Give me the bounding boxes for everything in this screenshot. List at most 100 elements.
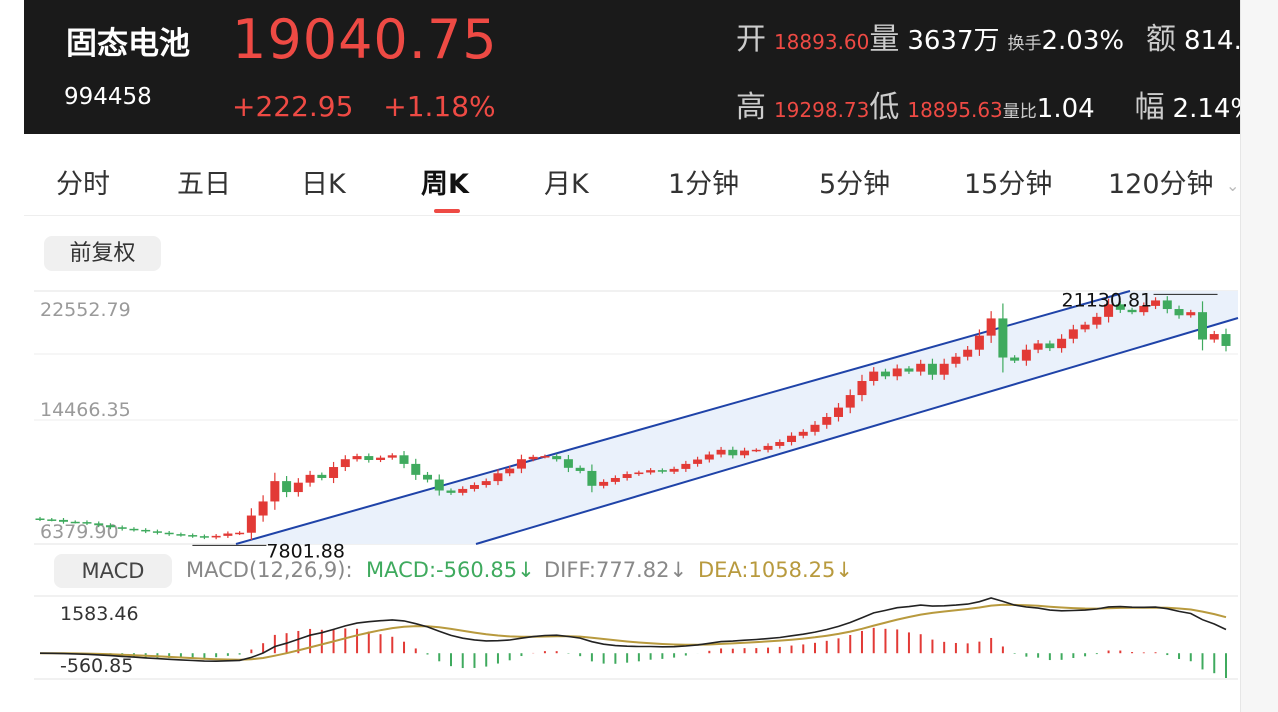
tab-daily-k[interactable]: 日K (301, 169, 346, 200)
change-value: +222.95 (232, 90, 354, 123)
candle-body (164, 532, 174, 535)
candle-body (1033, 343, 1043, 350)
trend-channel-upper (235, 290, 1131, 545)
candle-body (1092, 316, 1102, 325)
candle-body (869, 371, 879, 381)
candle-body (423, 474, 433, 480)
candle-body (974, 335, 984, 350)
low-value: 18895.63 (907, 98, 1003, 122)
candle-body (364, 456, 374, 460)
candle-body (1010, 357, 1020, 361)
candle-body (1174, 309, 1184, 316)
candle-body (469, 485, 479, 489)
candle-body (998, 318, 1008, 358)
candle-body (904, 368, 914, 372)
arrow-down-icon: ↓ (669, 558, 688, 582)
tab-15min[interactable]: 15分钟 (964, 169, 1053, 200)
candle-body (282, 481, 292, 493)
candle-body (211, 535, 221, 538)
macd-value: MACD:-560.85↓ (366, 558, 535, 582)
candle-body (481, 481, 491, 486)
candle-body (716, 449, 726, 455)
amplitude-label: 幅 (1134, 90, 1165, 125)
candle-body (763, 445, 773, 450)
current-price: 19040.75 (232, 8, 498, 71)
candle-body (963, 349, 973, 357)
candle-body (376, 457, 386, 460)
candle-body (411, 463, 421, 475)
candle-body (927, 363, 937, 375)
candle-body (199, 536, 209, 538)
turnover-value: 2.03% (1041, 26, 1125, 56)
candle-body (235, 532, 245, 535)
candle-body (505, 468, 515, 474)
candle-body (105, 525, 115, 528)
candle-body (798, 431, 808, 436)
stock-name: 固态电池 (66, 26, 190, 62)
price-axis-label: 6379.90 (40, 521, 119, 543)
candle-body (317, 474, 327, 478)
macd-indicator-button[interactable]: MACD (54, 554, 172, 588)
candle-body (293, 482, 303, 493)
candle-body (340, 459, 350, 468)
candle-body (916, 363, 926, 372)
low-label: 低 (869, 90, 900, 125)
chevron-down-icon[interactable]: ⌄ (1226, 176, 1240, 195)
tab-5min[interactable]: 5分钟 (819, 169, 891, 200)
candle-body (493, 473, 503, 482)
low-annotation: 7801.88 (266, 540, 345, 562)
amplitude-value: 2.14% (1172, 94, 1240, 124)
high-annotation: 21130.81 (1062, 289, 1153, 311)
candle-body (1139, 305, 1149, 313)
candle-body (1021, 349, 1031, 361)
price-change: +222.95 +1.18% (232, 90, 496, 123)
candle-body (516, 459, 526, 469)
tab-intraday[interactable]: 分时 (56, 169, 110, 200)
tab-five-day[interactable]: 五日 (177, 169, 231, 200)
dea-value: DEA:1058.25↓ (698, 558, 853, 582)
candle-body (1068, 329, 1078, 339)
stock-code: 994458 (64, 84, 152, 110)
tab-1min[interactable]: 1分钟 (668, 169, 740, 200)
candle-body (70, 521, 80, 524)
macd-params: MACD(12,26,9): (186, 558, 353, 582)
diff-value-text: DIFF:777.82 (544, 558, 670, 582)
adjust-price-button[interactable]: 前复权 (44, 236, 161, 271)
tab-monthly-k[interactable]: 月K (544, 169, 589, 200)
right-edge-panel (1240, 0, 1278, 712)
candle-body (117, 527, 127, 529)
vol-ratio-label: 量比 (1002, 102, 1037, 122)
price-axis-label: 14466.35 (40, 399, 131, 421)
candle-body (610, 477, 620, 482)
candle-body (669, 468, 679, 472)
tab-120min[interactable]: 120分钟 (1108, 169, 1214, 200)
open-label: 开 (736, 22, 766, 57)
diff-line (39, 597, 1227, 663)
candle-body (1080, 324, 1090, 330)
candle-body (129, 528, 139, 531)
trend-channel-lower (475, 317, 1239, 545)
candle-body (857, 380, 867, 396)
candle-body (587, 470, 597, 486)
candle-body (599, 481, 609, 486)
candle-body (986, 318, 996, 336)
macd-axis-top-label: 1583.46 (60, 603, 139, 625)
candle-body (528, 456, 538, 460)
candle-body (693, 459, 703, 464)
tab-weekly-k[interactable]: 周K (421, 169, 469, 200)
candle-body (728, 449, 738, 456)
high-value: 19298.73 (773, 98, 870, 122)
diff-value: DIFF:777.82↓ (544, 558, 687, 582)
candle-body (258, 501, 268, 516)
candle-body (141, 529, 151, 532)
candle-body (646, 470, 656, 473)
candle-body (223, 533, 233, 536)
candle-body (740, 450, 750, 456)
macd-axis-bottom-label: -560.85 (60, 655, 133, 677)
candle-body (634, 472, 644, 475)
candle-body (352, 456, 362, 460)
candle-body (94, 523, 104, 526)
candle-body (822, 416, 832, 425)
